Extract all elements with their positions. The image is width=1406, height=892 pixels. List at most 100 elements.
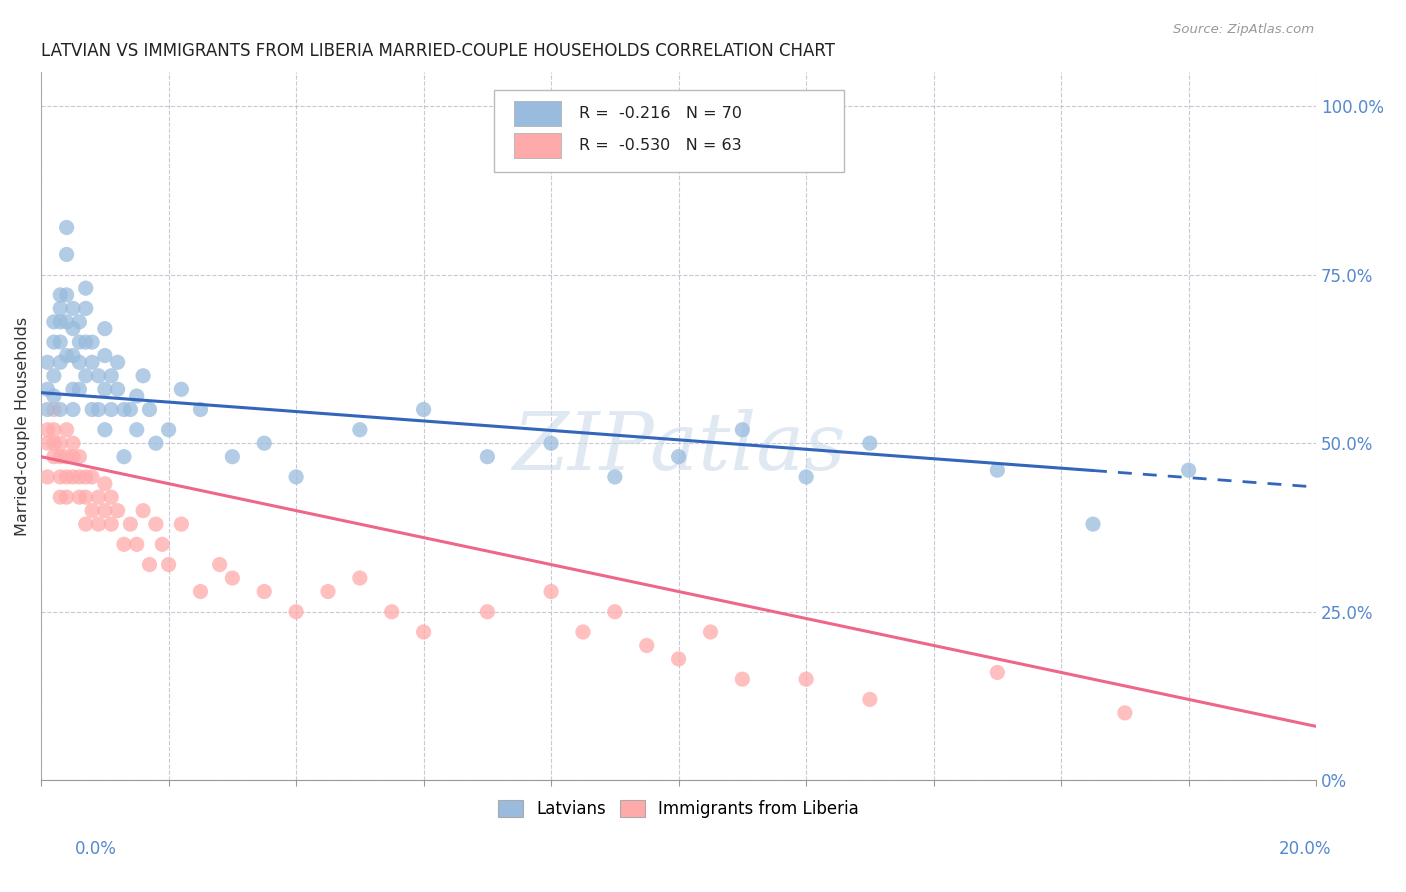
FancyBboxPatch shape xyxy=(515,102,561,127)
Point xyxy=(986,665,1008,680)
Point xyxy=(42,368,65,383)
Point xyxy=(49,288,72,302)
Point xyxy=(138,558,160,572)
Point xyxy=(94,476,117,491)
Point xyxy=(94,382,117,396)
Point xyxy=(1081,517,1104,532)
Point xyxy=(94,503,117,517)
Text: LATVIAN VS IMMIGRANTS FROM LIBERIA MARRIED-COUPLE HOUSEHOLDS CORRELATION CHART: LATVIAN VS IMMIGRANTS FROM LIBERIA MARRI… xyxy=(41,42,835,60)
Point xyxy=(100,402,122,417)
Point xyxy=(190,402,212,417)
Point xyxy=(120,517,142,532)
Point xyxy=(75,335,97,350)
Point xyxy=(253,436,276,450)
Point xyxy=(170,517,193,532)
Point xyxy=(100,368,122,383)
Point xyxy=(94,423,117,437)
Point xyxy=(100,490,122,504)
Point xyxy=(62,349,84,363)
Point xyxy=(75,470,97,484)
Point xyxy=(208,558,231,572)
Point xyxy=(150,537,173,551)
Point xyxy=(316,584,339,599)
Point xyxy=(82,402,104,417)
Point xyxy=(67,335,90,350)
Point xyxy=(94,349,117,363)
Text: Source: ZipAtlas.com: Source: ZipAtlas.com xyxy=(1174,23,1315,36)
Point xyxy=(412,402,434,417)
Point xyxy=(55,349,77,363)
FancyBboxPatch shape xyxy=(515,133,561,158)
Point xyxy=(62,436,84,450)
Point xyxy=(62,382,84,396)
Point xyxy=(55,220,77,235)
Point xyxy=(412,625,434,640)
Point xyxy=(55,247,77,261)
Point xyxy=(132,503,155,517)
Point xyxy=(285,605,308,619)
Point xyxy=(731,423,754,437)
Point xyxy=(381,605,404,619)
Point xyxy=(540,584,562,599)
Point xyxy=(603,605,626,619)
Point xyxy=(145,517,167,532)
Point xyxy=(87,368,110,383)
Point xyxy=(62,470,84,484)
Point xyxy=(42,450,65,464)
Point xyxy=(94,321,117,335)
Point xyxy=(285,470,308,484)
Point xyxy=(100,517,122,532)
Point xyxy=(49,355,72,369)
Text: 0.0%: 0.0% xyxy=(75,840,117,858)
Point xyxy=(67,355,90,369)
Point xyxy=(75,517,97,532)
Point xyxy=(75,490,97,504)
Point xyxy=(1114,706,1136,720)
Point xyxy=(157,423,180,437)
Point xyxy=(794,672,817,686)
Point xyxy=(125,389,148,403)
Point xyxy=(107,503,129,517)
Point xyxy=(67,450,90,464)
Point xyxy=(82,335,104,350)
Y-axis label: Married-couple Households: Married-couple Households xyxy=(15,317,30,536)
Point xyxy=(794,470,817,484)
Point xyxy=(221,571,243,585)
Point xyxy=(1177,463,1199,477)
Point xyxy=(859,436,882,450)
Point xyxy=(42,335,65,350)
Point xyxy=(986,463,1008,477)
Point xyxy=(112,537,135,551)
Point xyxy=(120,402,142,417)
Point xyxy=(699,625,721,640)
Point xyxy=(37,423,59,437)
Point xyxy=(572,625,595,640)
Point xyxy=(668,450,690,464)
Point xyxy=(125,537,148,551)
Point xyxy=(55,315,77,329)
Point xyxy=(190,584,212,599)
Point xyxy=(138,402,160,417)
Point xyxy=(112,450,135,464)
Point xyxy=(87,402,110,417)
Point xyxy=(62,450,84,464)
Text: R =  -0.530   N = 63: R = -0.530 N = 63 xyxy=(579,138,742,153)
Point xyxy=(157,558,180,572)
Point xyxy=(42,436,65,450)
Point xyxy=(37,470,59,484)
Point xyxy=(42,315,65,329)
Point xyxy=(37,355,59,369)
Point xyxy=(349,423,371,437)
Point xyxy=(75,368,97,383)
Point xyxy=(477,605,499,619)
Point xyxy=(636,639,658,653)
Text: 20.0%: 20.0% xyxy=(1278,840,1331,858)
Point xyxy=(67,470,90,484)
Point xyxy=(82,503,104,517)
Point xyxy=(49,436,72,450)
Point xyxy=(75,281,97,295)
Point xyxy=(75,301,97,316)
Point xyxy=(107,355,129,369)
Point xyxy=(42,402,65,417)
Point xyxy=(55,423,77,437)
